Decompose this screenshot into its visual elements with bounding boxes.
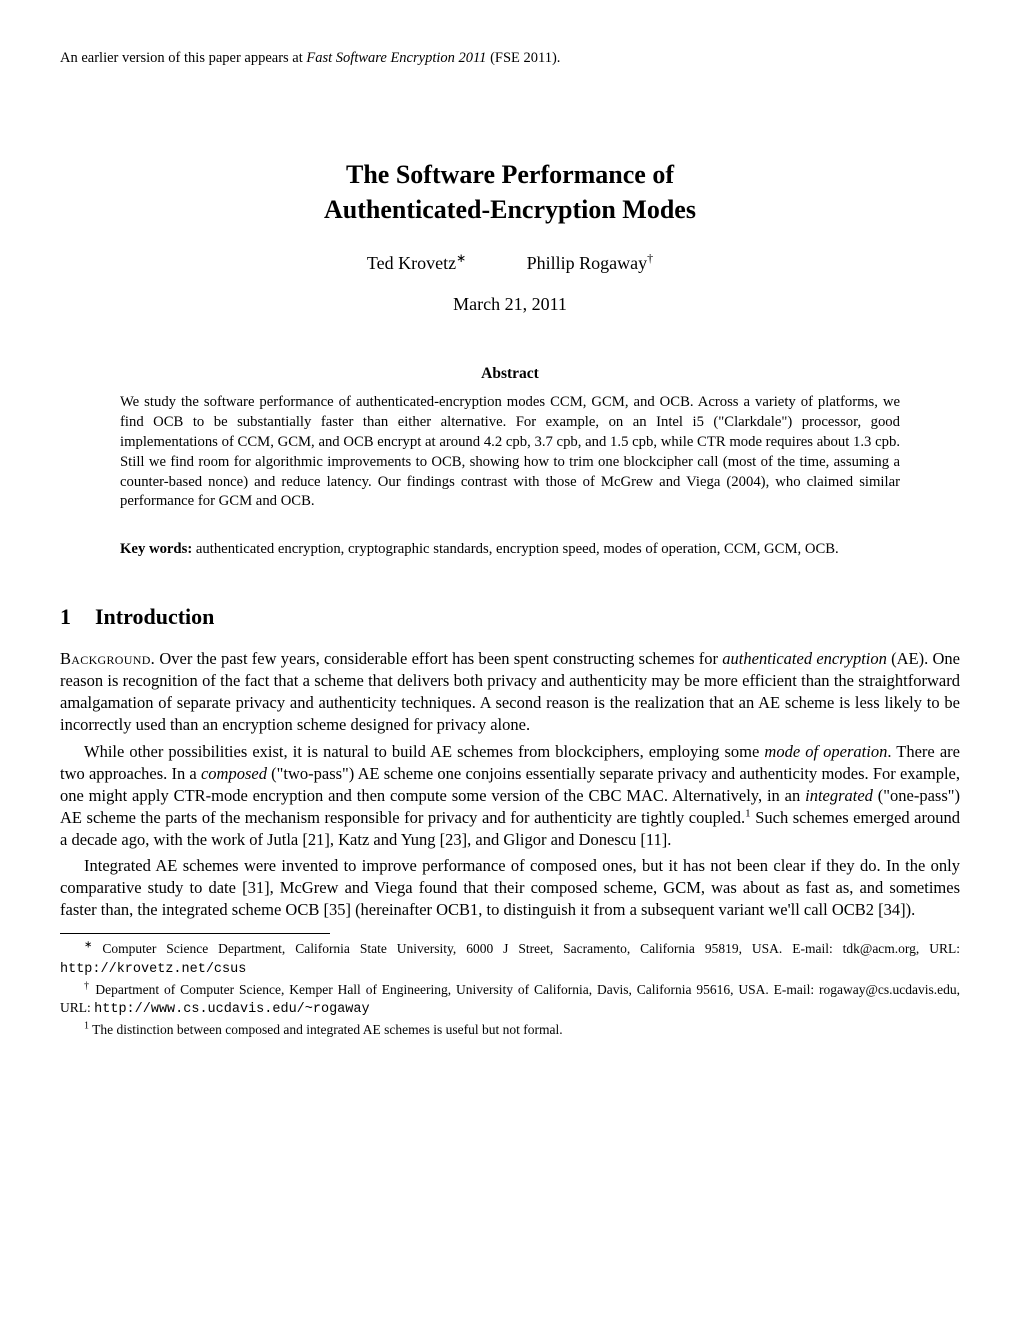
p2-prefix: While other possibilities exist, it is n…: [84, 742, 764, 761]
para1: Background. Over the past few years, con…: [60, 648, 960, 736]
footnote1-url: http://krovetz.net/csus: [60, 962, 246, 977]
footnote-rule: [60, 933, 330, 940]
p1-prefix: Over the past few years, considerable ef…: [155, 649, 722, 668]
keywords-label: Key words:: [120, 541, 192, 557]
section-num: 1: [60, 604, 71, 630]
keywords-text: authenticated encryption, cryptographic …: [192, 541, 839, 557]
p2-italic2: composed: [201, 764, 267, 783]
run-in-head: Background.: [60, 649, 155, 668]
author1-name: Ted Krovetz: [367, 253, 456, 273]
title-line1: The Software Performance of: [346, 160, 674, 189]
author1-mark: ∗: [456, 251, 466, 265]
p1-italic1: authenticated encryption: [722, 649, 887, 668]
abstract-block: Abstract We study the software performan…: [120, 365, 900, 512]
header-venue: Fast Software Encryption 2011: [306, 50, 486, 66]
p2-italic3: integrated: [805, 786, 873, 805]
footnote3-text: The distinction between composed and int…: [89, 1022, 563, 1037]
p2-italic1: mode of operation: [764, 742, 887, 761]
section-heading: 1 Introduction: [60, 604, 960, 630]
footnote1: ∗ Computer Science Department, Californi…: [60, 940, 960, 978]
header-suffix: (FSE 2011).: [486, 50, 560, 66]
para3: Integrated AE schemes were invented to i…: [60, 855, 960, 921]
section-title: Introduction: [95, 604, 214, 629]
footnote2: † Department of Computer Science, Kemper…: [60, 981, 960, 1019]
header-prefix: An earlier version of this paper appears…: [60, 50, 306, 66]
paper-title: The Software Performance of Authenticate…: [60, 157, 960, 227]
page: An earlier version of this paper appears…: [0, 0, 1020, 1092]
header-note: An earlier version of this paper appears…: [60, 50, 960, 67]
keywords: Key words: authenticated encryption, cry…: [120, 540, 900, 560]
para2: While other possibilities exist, it is n…: [60, 741, 960, 852]
title-line2: Authenticated-Encryption Modes: [324, 195, 696, 224]
author1: Ted Krovetz∗: [367, 253, 466, 274]
authors: Ted Krovetz∗ Phillip Rogaway†: [60, 253, 960, 274]
abstract-text: We study the software performance of aut…: [120, 393, 900, 512]
footnote2-url: http://www.cs.ucdavis.edu/~rogaway: [94, 1002, 369, 1017]
date: March 21, 2011: [60, 294, 960, 315]
footnote3: 1 The distinction between composed and i…: [60, 1021, 960, 1039]
footnotes: ∗ Computer Science Department, Californi…: [60, 940, 960, 1039]
author2-name: Phillip Rogaway: [527, 253, 648, 273]
author2: Phillip Rogaway†: [527, 253, 654, 274]
author2-mark: †: [647, 251, 653, 265]
abstract-heading: Abstract: [120, 365, 900, 383]
footnote1-text: Computer Science Department, California …: [92, 941, 960, 956]
